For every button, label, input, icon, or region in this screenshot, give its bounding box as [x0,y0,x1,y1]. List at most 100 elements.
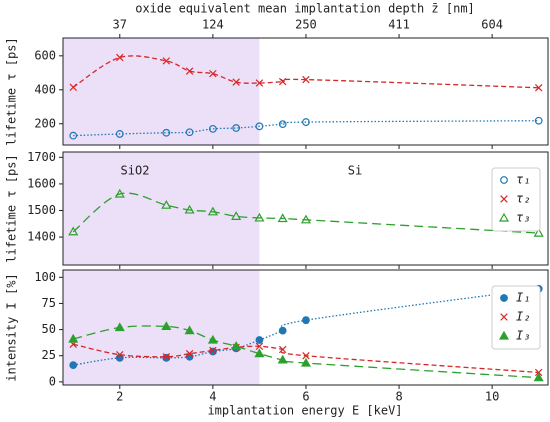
legend-label: τ₁ [516,173,530,187]
y-tick-label: 200 [34,116,56,130]
marker [302,118,310,126]
marker [115,130,124,138]
legend-label: I₂ [516,310,530,324]
marker [232,78,240,86]
marker [185,128,194,137]
top-tick-label: 604 [481,18,503,32]
x-tick-label: 6 [302,390,309,404]
marker [162,353,171,361]
marker [254,348,265,358]
marker [114,322,125,332]
marker [161,321,172,331]
marker [300,214,311,224]
marker [207,334,218,344]
marker [277,213,288,223]
marker [185,349,194,358]
top-tick-label: 124 [202,18,224,32]
legend-label: I₁ [516,291,530,305]
marker [278,120,287,129]
y-tick-label: 600 [34,48,56,62]
y-tick-label: 1500 [27,203,56,217]
top-tick-label: 411 [388,18,410,32]
marker [184,325,195,335]
marker [278,77,287,86]
marker [116,53,124,62]
y-tick-label: 50 [42,322,56,336]
y-tick-label: 1700 [27,150,56,164]
marker [209,69,217,78]
shaded-region [63,152,260,265]
marker [255,336,264,344]
marker [185,67,194,75]
shaded-region [63,38,260,145]
marker [114,188,125,198]
annotation: Si [348,164,362,178]
marker [254,212,265,222]
marker [533,227,544,237]
marker [162,57,171,65]
marker [231,341,242,350]
annotation: SiO2 [121,164,150,178]
marker [277,354,288,364]
marker [278,326,287,335]
legend-marker [500,294,508,302]
x-tick-label: 2 [116,390,123,404]
marker [232,124,241,132]
series-line [73,288,539,366]
marker [255,79,264,87]
x-tick-label: 8 [395,390,402,404]
legend-marker [500,195,508,203]
marker [208,347,217,356]
marker [278,345,287,354]
panel: 200 400 600 lifetime τ [ps] 37 124 250 411 604 [5,18,549,149]
marker [534,116,543,125]
panel: 0 25 50 75 100 intensity I [%] 2 4 6 8 10 I₁ I₂ I₃ [5,269,549,404]
marker [69,361,78,370]
legend-marker [498,212,510,222]
marker [534,368,543,377]
marker [302,316,310,325]
legend-marker [500,313,508,321]
marker [69,83,77,91]
y-tick-label: 75 [42,296,56,310]
y-tick-label: 25 [42,348,56,362]
top-tick-label: 37 [113,18,127,32]
marker [302,352,310,360]
y-axis-label: intensity I [%] [5,273,19,381]
legend-label: I₃ [516,329,530,343]
marker [255,122,264,131]
x-axis-label: implantation energy E [keV] [207,404,402,418]
marker [184,204,195,214]
legend-marker [498,330,510,340]
marker [162,128,171,137]
marker [533,372,544,382]
top-tick-label: 250 [295,18,317,32]
shaded-region [63,270,260,385]
marker [534,84,543,92]
marker [209,346,217,355]
marker [68,333,79,343]
series-line [72,192,539,234]
top-axis-label: oxide equivalent mean implantation depth… [135,2,475,16]
y-axis-label: lifetime τ [ps] [5,154,19,262]
marker [302,75,310,84]
marker [116,350,124,359]
marker [208,124,217,133]
y-tick-label: 400 [34,82,56,96]
legend-label: τ₂ [516,192,530,206]
y-tick-label: 1600 [27,176,56,190]
marker [69,131,78,140]
marker [161,199,172,209]
x-tick-label: 4 [209,390,216,404]
marker [207,206,218,216]
panel: 1400 1500 1600 1700 lifetime τ [ps] SiO2 Si τ₁ τ… [5,150,549,269]
marker [255,342,264,351]
y-tick-label: 0 [49,374,56,388]
legend-marker [500,176,508,184]
marker [162,353,171,362]
marker [300,357,311,367]
marker [231,211,242,220]
x-tick-label: 10 [485,390,499,404]
legend-label: τ₃ [516,211,530,225]
